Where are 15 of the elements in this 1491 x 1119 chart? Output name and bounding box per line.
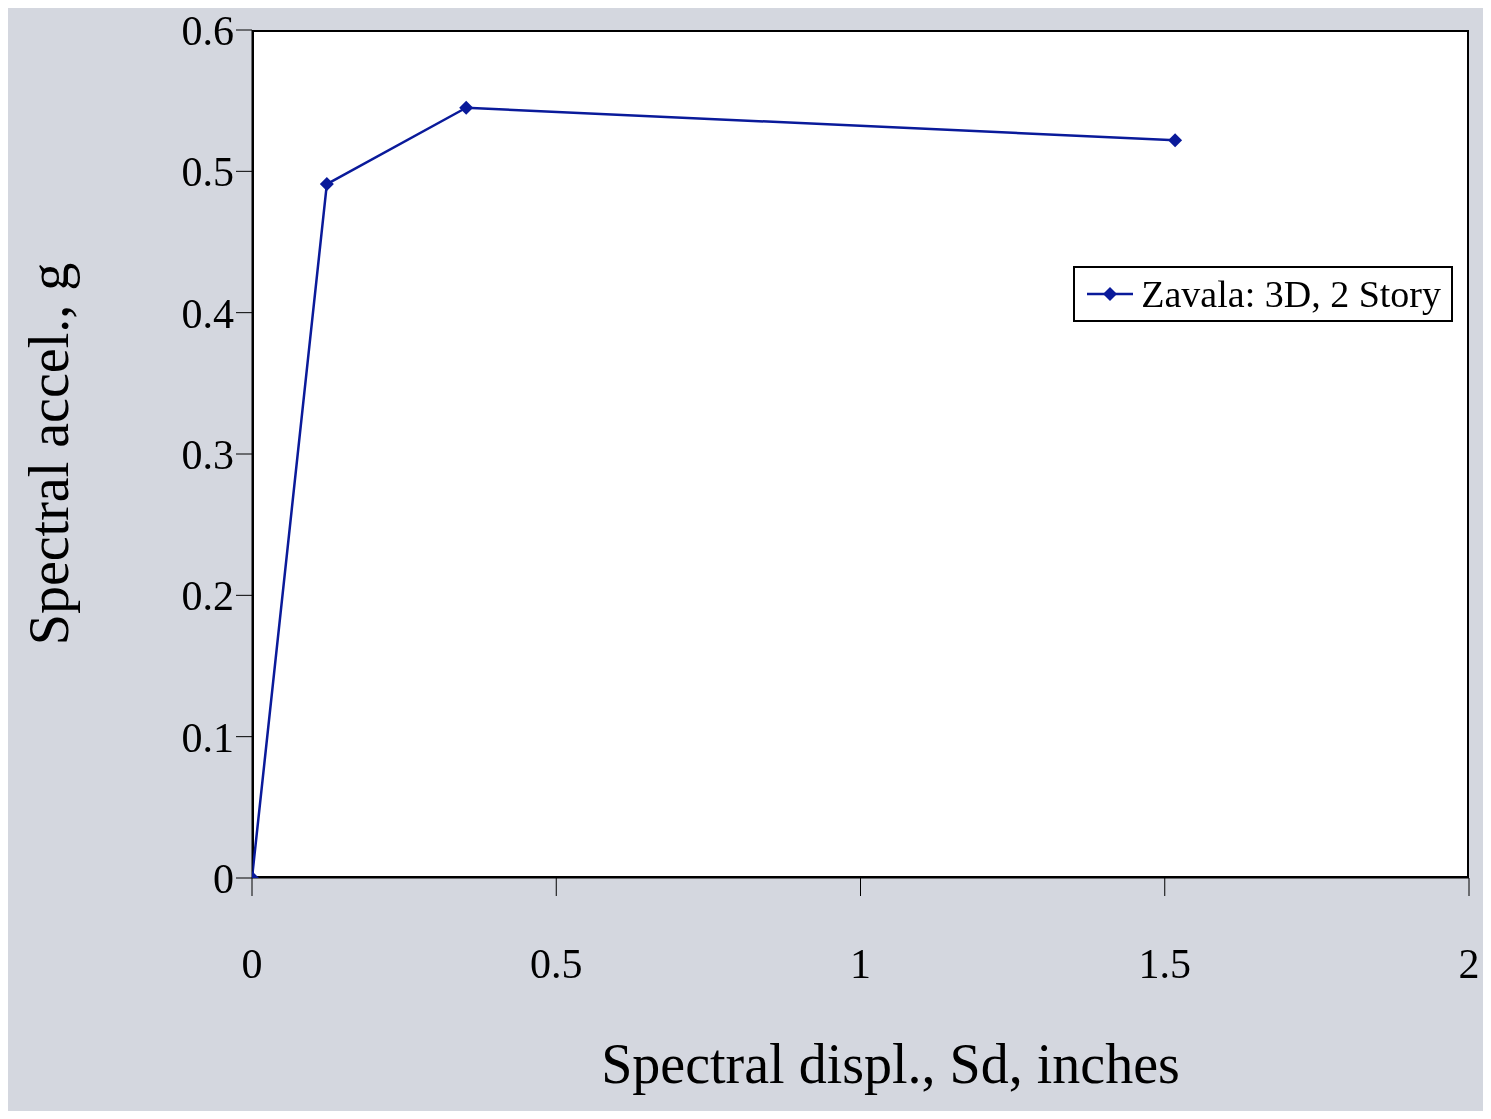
y-tick-label: 0.1: [181, 714, 234, 761]
y-tick-label: 0: [213, 855, 234, 902]
x-axis-title: Spectral displ., Sd, inches: [601, 1033, 1180, 1095]
y-tick-label: 0.5: [181, 149, 234, 196]
x-tick-label: 0: [241, 940, 263, 987]
y-tick-label: 0.2: [181, 573, 234, 620]
y-tick-label: 0.4: [181, 290, 234, 337]
x-tick-label: 0.5: [530, 940, 583, 987]
legend-label: Zavala: 3D, 2 Story: [1141, 272, 1441, 316]
y-tick-label: 0.3: [181, 431, 234, 478]
y-tick-label: 0.6: [181, 7, 234, 54]
x-tick-label: 1.5: [1138, 940, 1191, 987]
x-tick-label: 2: [1458, 940, 1480, 987]
x-tick-label: 1: [850, 940, 871, 987]
y-axis-title: Spectral accel., g: [18, 262, 80, 646]
